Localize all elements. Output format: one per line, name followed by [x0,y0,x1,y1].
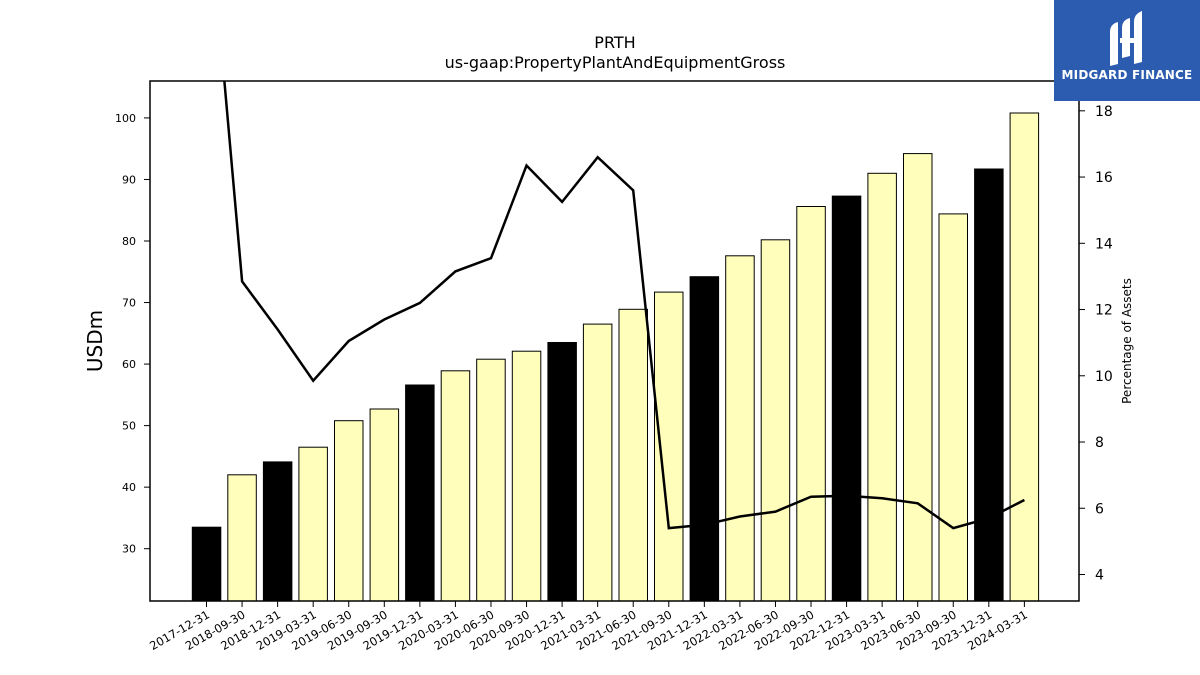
bar-2020-09-30 [511,350,542,602]
bar-2022-06-30 [760,239,791,602]
left-tick-label-80: 80 [122,235,136,248]
bar-2022-12-31 [831,195,862,602]
bar-2019-03-31 [298,446,328,602]
left-tick-label-70: 70 [122,297,136,310]
bar-2023-12-31 [974,168,1004,602]
brand-logo: MIDGARD FINANCE [1054,0,1200,101]
right-tick-label-16: 16 [1095,170,1113,186]
bar-2021-12-31 [689,276,720,602]
left-tick-label-100: 100 [115,112,136,125]
bar-2019-06-30 [334,420,364,602]
left-tick-label-30: 30 [122,543,136,556]
bar-2022-03-31 [725,255,755,602]
bar-2021-06-30 [618,308,648,602]
brand-name: MIDGARD FINANCE [1061,68,1193,82]
y-axis-label-right: Percentage of Assets [1120,278,1134,404]
bar-2020-12-31 [547,342,577,602]
bar-2020-06-30 [476,358,506,602]
y-axis-label-left: USDm [83,310,107,372]
plot-frame [149,80,1080,602]
bar-2018-12-31 [262,461,293,602]
bar-2018-09-30 [227,474,257,602]
bar-2020-03-31 [440,370,471,602]
right-axis: 4 6 8 10 12 14 16 18 [1079,104,1113,584]
chart-subtitle: us-gaap:PropertyPlantAndEquipmentGross [445,53,786,72]
right-tick-label-8: 8 [1095,435,1104,451]
right-tick-label-14: 14 [1095,236,1113,252]
left-axis: 30 40 50 60 70 80 90 100 [115,112,150,556]
bar-2017-12-31 [191,526,222,602]
bar-2019-09-30 [369,408,400,602]
bars-group [191,112,1040,602]
left-tick-label-90: 90 [122,173,136,186]
bar-2023-06-30 [903,153,933,602]
midgard-logo-icon [1110,11,1142,66]
left-tick-label-60: 60 [122,358,136,371]
bar-2021-09-30 [654,291,684,602]
chart-title: PRTH [594,33,635,52]
right-tick-label-12: 12 [1095,303,1113,319]
right-tick-label-6: 6 [1095,501,1104,517]
left-tick-label-50: 50 [122,420,136,433]
line-group [223,81,1025,530]
bar-2022-09-30 [796,206,826,602]
bar-2023-03-31 [867,172,897,602]
left-tick-label-40: 40 [122,481,136,494]
percentage-line [223,81,1025,530]
bar-2024-03-31 [1009,112,1040,602]
x-axis: 2017-12-312018-09-302018-12-312019-03-31… [147,601,1030,653]
right-tick-label-4: 4 [1095,568,1104,584]
bar-2023-09-30 [938,213,968,602]
right-tick-label-18: 18 [1095,104,1113,120]
right-tick-label-10: 10 [1095,369,1113,385]
bar-2019-12-31 [405,384,435,602]
bar-2021-03-31 [582,323,613,602]
